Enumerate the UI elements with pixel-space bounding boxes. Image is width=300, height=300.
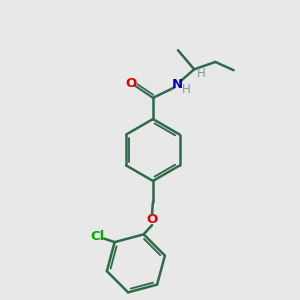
- Text: O: O: [146, 213, 158, 226]
- Text: H: H: [197, 67, 206, 80]
- Text: N: N: [172, 78, 183, 91]
- Text: H: H: [182, 83, 191, 96]
- Text: Cl: Cl: [90, 230, 105, 243]
- Text: O: O: [125, 77, 136, 90]
